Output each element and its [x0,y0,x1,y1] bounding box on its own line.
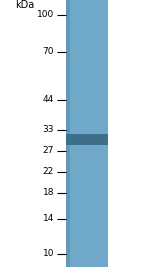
Text: 33: 33 [42,125,54,134]
Text: 100: 100 [37,10,54,19]
Text: 27: 27 [43,146,54,155]
Text: 14: 14 [43,214,54,223]
Bar [66,0,70,267]
Text: kDa: kDa [15,0,34,10]
Text: 10: 10 [42,249,54,258]
Text: 44: 44 [43,95,54,104]
Text: 18: 18 [42,188,54,197]
Bar [66,0,108,267]
Text: 22: 22 [43,167,54,176]
Bar [66,134,108,145]
Text: 70: 70 [42,47,54,56]
